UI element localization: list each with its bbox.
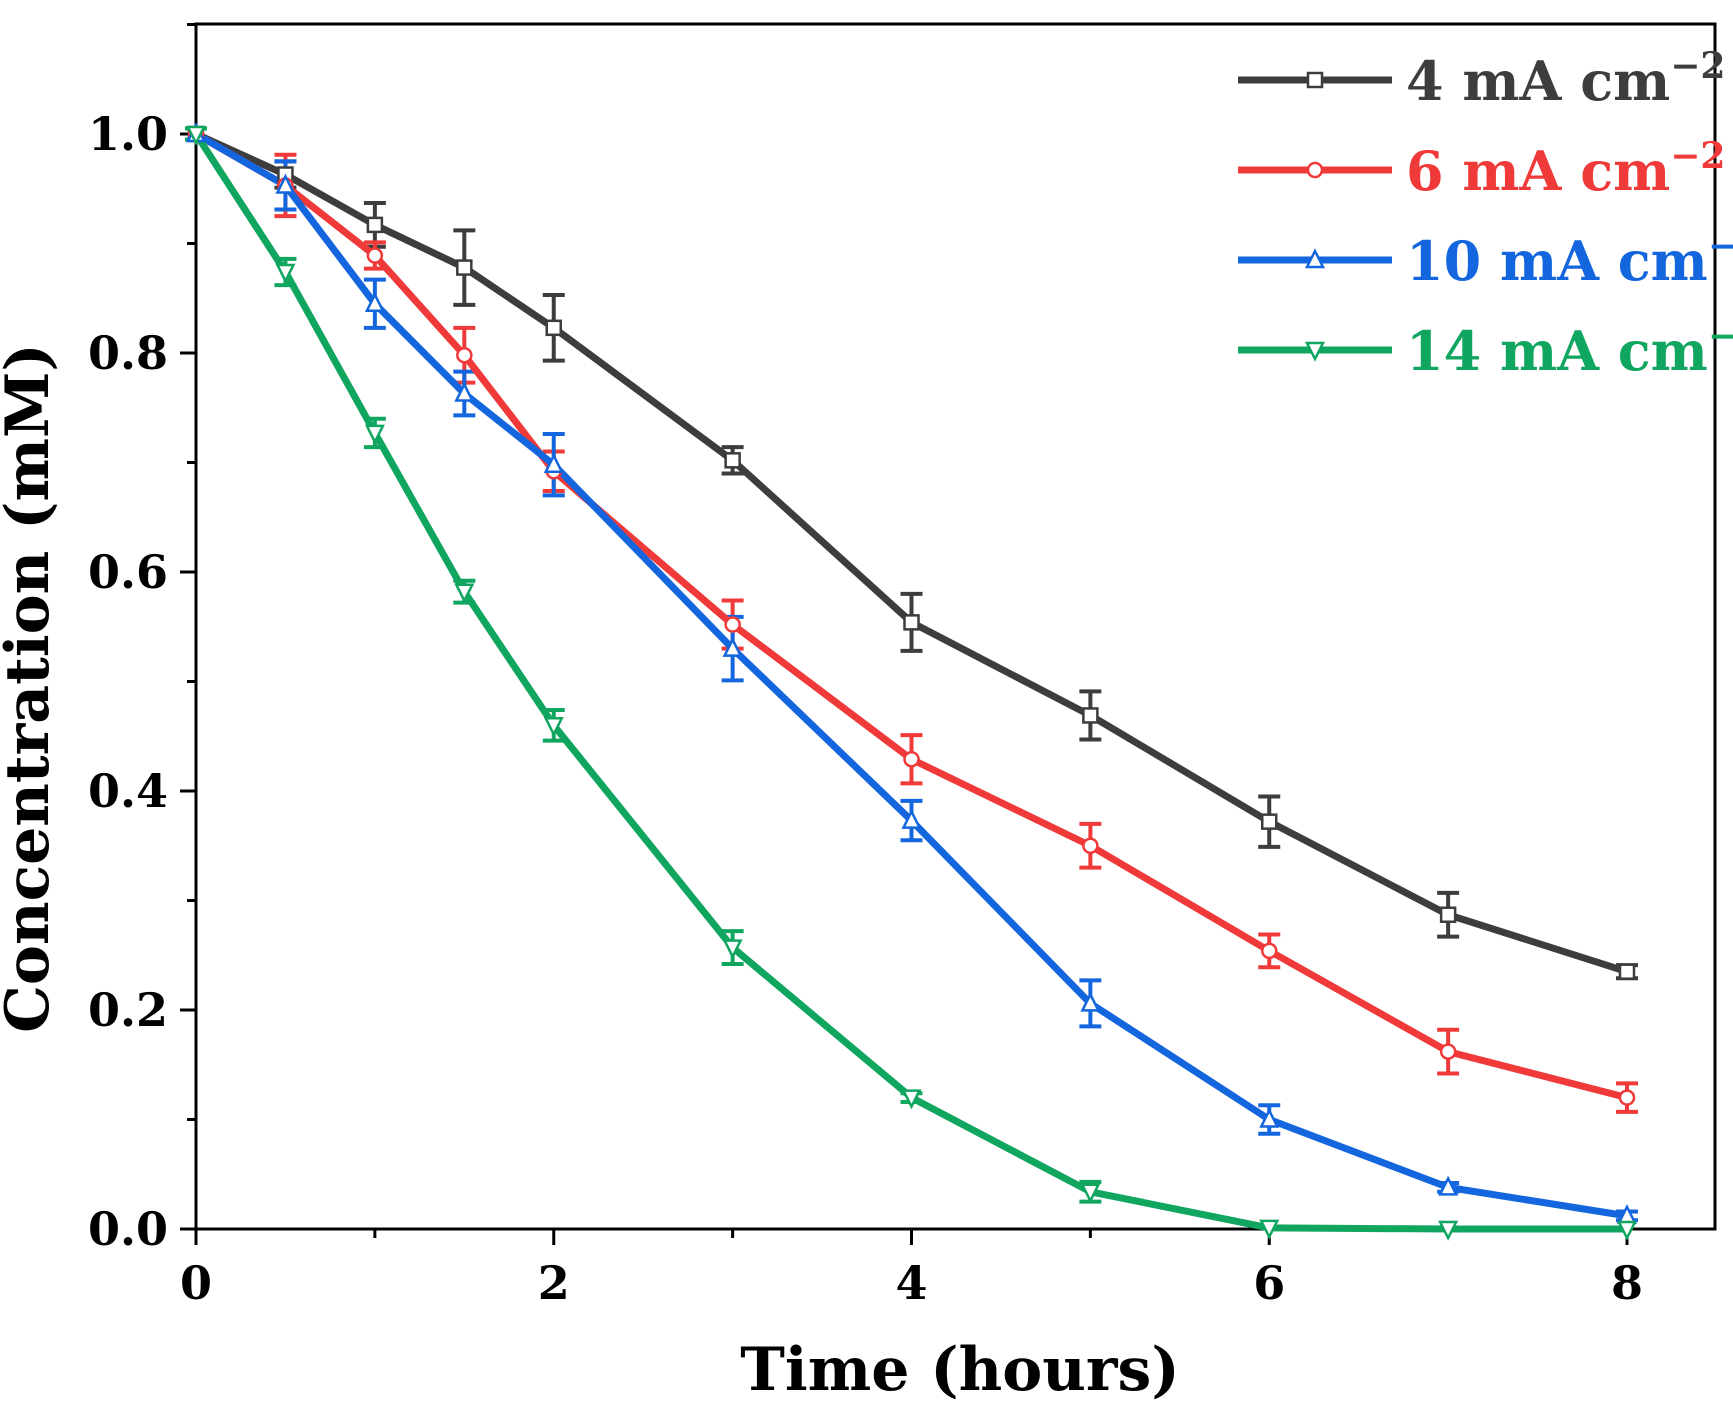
series-3-marker xyxy=(275,263,296,284)
x-tick-label: 2 xyxy=(538,1256,570,1310)
series-3-marker xyxy=(543,717,564,738)
series-0-marker xyxy=(1439,906,1457,923)
series-2-marker xyxy=(364,291,385,312)
y-tick-label: 0.8 xyxy=(88,326,168,380)
series-1-marker xyxy=(1618,1089,1636,1106)
series-0-marker xyxy=(724,452,741,469)
series-1-marker xyxy=(724,616,741,633)
series-1-marker xyxy=(1082,837,1099,854)
legend-label-1: 6 mA cm−2 xyxy=(1406,135,1725,203)
series-0-marker xyxy=(1306,71,1324,89)
legend-label-superscript: −2 xyxy=(1708,225,1733,267)
legend-label-text: 4 mA cm xyxy=(1406,49,1670,113)
series-0-marker xyxy=(903,614,920,631)
series-1-marker xyxy=(1261,942,1278,960)
y-tick-label: 0.6 xyxy=(88,545,168,599)
series-2-marker xyxy=(1438,1175,1459,1196)
legend-label-2: 10 mA cm−2 xyxy=(1406,225,1733,293)
y-axis-label: Concentration (mM) xyxy=(0,343,63,1033)
series-2-marker xyxy=(722,636,743,657)
x-tick-label: 4 xyxy=(895,1256,927,1310)
legend-label-superscript: −2 xyxy=(1670,45,1725,87)
series-2-marker xyxy=(1304,248,1326,269)
y-tick-label: 0.4 xyxy=(88,764,168,818)
series-3-marker xyxy=(1304,341,1326,362)
series-0-marker xyxy=(545,319,562,337)
legend-label-text: 14 mA cm xyxy=(1406,319,1708,383)
series-3-marker xyxy=(1438,1220,1459,1241)
series-1-marker xyxy=(903,750,920,768)
legend-label-text: 10 mA cm xyxy=(1406,229,1708,293)
legend: 4 mA cm−26 mA cm−210 mA cm−214 mA cm−2 xyxy=(1238,45,1733,383)
y-tick-label: 0.0 xyxy=(88,1202,168,1256)
series-3-marker xyxy=(901,1089,922,1110)
series-3-marker xyxy=(1259,1219,1280,1240)
series-1-marker xyxy=(366,247,384,264)
series-0-marker xyxy=(1261,813,1278,830)
series-1-marker xyxy=(1306,161,1324,179)
series-3-marker xyxy=(454,583,475,604)
series-0-marker xyxy=(456,259,473,276)
series-2-marker xyxy=(1259,1107,1280,1128)
series-2-marker xyxy=(275,173,296,194)
legend-label-0: 4 mA cm−2 xyxy=(1406,45,1725,113)
legend-label-3: 14 mA cm−2 xyxy=(1406,315,1733,383)
series-3-marker xyxy=(1080,1183,1101,1204)
series-2-marker xyxy=(1080,991,1101,1012)
axes: 0 2 4 6 8 0.0 0.2 0.4 0.6 0.8 1.0 xyxy=(88,22,1717,1310)
series-1-marker xyxy=(456,346,473,364)
series-1-marker xyxy=(1439,1043,1457,1060)
series-0-marker xyxy=(1618,963,1636,980)
legend-label-superscript: −2 xyxy=(1670,135,1725,177)
series-0-marker xyxy=(366,216,384,234)
series-3-marker xyxy=(185,125,207,146)
series-2-marker xyxy=(901,808,922,829)
x-axis-label: Time (hours) xyxy=(740,1335,1179,1402)
series-3-marker xyxy=(1616,1220,1638,1241)
series-2-marker xyxy=(454,381,475,402)
series-3-marker xyxy=(364,424,385,445)
y-tick-label: 0.2 xyxy=(88,983,168,1037)
legend-label-superscript: −2 xyxy=(1708,315,1733,357)
x-tick-label: 0 xyxy=(180,1256,212,1310)
legend-label-text: 6 mA cm xyxy=(1406,139,1670,203)
x-tick-label: 8 xyxy=(1611,1256,1643,1310)
y-tick-label: 1.0 xyxy=(88,107,168,161)
x-tick-label: 6 xyxy=(1253,1256,1285,1310)
series-3-marker xyxy=(722,939,743,960)
series-2-marker xyxy=(543,452,564,473)
plot-frame xyxy=(194,22,1717,1231)
series-0-marker xyxy=(1082,707,1099,724)
series-markers xyxy=(185,122,1638,1241)
